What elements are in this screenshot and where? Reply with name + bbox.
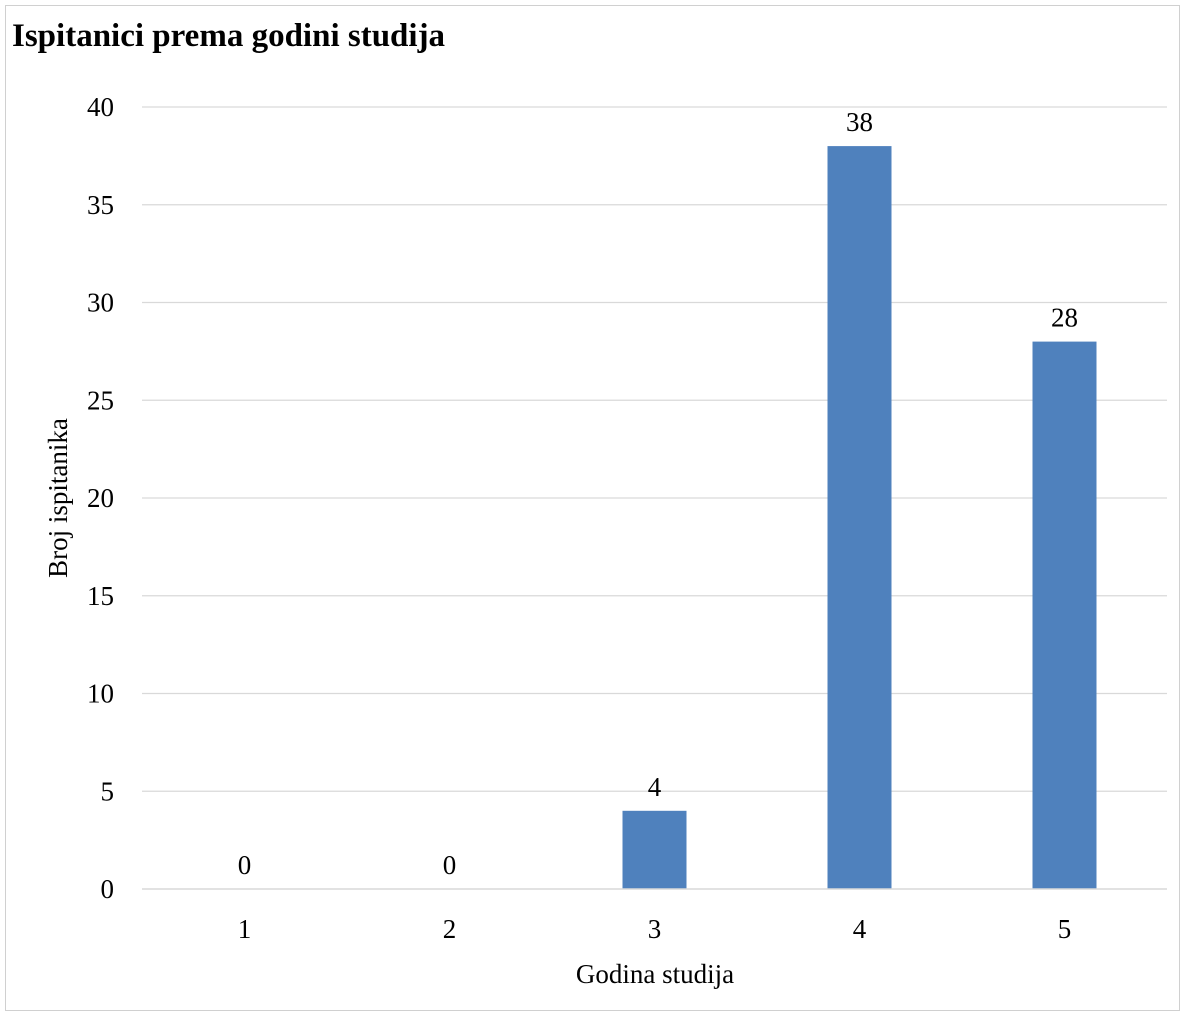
x-tick-label: 1: [238, 914, 252, 944]
data-labels: 0 0 4 38 28: [238, 107, 1078, 880]
data-label: 0: [443, 850, 457, 880]
bars: [622, 146, 1097, 890]
y-tick-label: 15: [87, 581, 114, 611]
bar: [827, 146, 892, 890]
gridlines: [142, 106, 1167, 792]
bar: [1032, 341, 1097, 890]
data-label: 4: [648, 772, 662, 802]
x-tick-labels: 1 2 3 4 5: [238, 914, 1072, 944]
y-tick-label: 30: [87, 288, 114, 318]
y-tick-label: 20: [87, 483, 114, 513]
y-tick-label: 10: [87, 679, 114, 709]
y-tick-label: 25: [87, 385, 114, 415]
y-tick-label: 5: [101, 776, 115, 806]
x-tick-label: 5: [1058, 914, 1072, 944]
y-tick-label: 40: [87, 92, 114, 122]
chart-title: Ispitanici prema godini studija: [12, 18, 446, 54]
data-label: 38: [846, 107, 873, 137]
x-tick-label: 4: [853, 914, 867, 944]
bar: [622, 810, 687, 889]
x-tick-label: 2: [443, 914, 457, 944]
y-tick-label: 35: [87, 190, 114, 220]
y-tick-label: 0: [101, 874, 115, 904]
data-label: 0: [238, 850, 252, 880]
chart-frame: [5, 5, 1180, 1011]
y-tick-labels: 0 5 10 15 20 25 30 35 40: [87, 92, 114, 904]
data-label: 28: [1051, 303, 1078, 333]
x-axis-label: Godina studija: [576, 959, 734, 989]
x-tick-label: 3: [648, 914, 662, 944]
y-axis-label: Broj ispitanika: [43, 418, 73, 578]
